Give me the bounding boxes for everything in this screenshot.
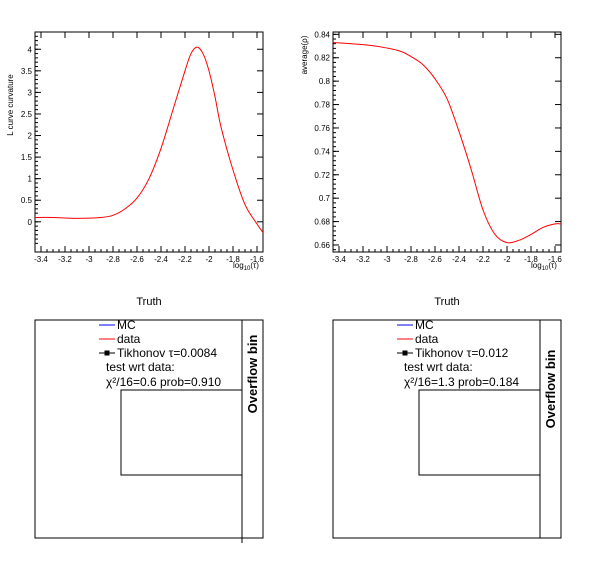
legend-right-test-label: test wrt data: — [404, 360, 473, 374]
avgrho-y-tick-label: 0.74 — [314, 147, 330, 156]
avgrho-series-line — [332, 42, 562, 244]
lcurve-x-tick-label: -1.8 — [226, 255, 240, 264]
avgrho-y-tick-label: 0.7 — [319, 194, 331, 203]
avgrho-y-label: average(ρ) — [300, 35, 309, 74]
lcurve-x-label-arg: (τ) — [250, 261, 259, 270]
truth-right-overflow-label: Overflow bin — [543, 350, 558, 429]
avgrho-y-tick-label: 0.8 — [319, 77, 331, 86]
legend-right-mc: MC — [415, 318, 434, 332]
avgrho-x-label-arg: (τ) — [548, 261, 557, 270]
avgrho-x-tick-label: -2 — [503, 255, 511, 264]
avgrho-y-tick-label: 0.68 — [314, 218, 330, 227]
truth-panel-right: Truth Overflow bin MC data Tikhonov τ=0.… — [332, 296, 562, 539]
avgrho-x-label-sub: 10 — [542, 266, 549, 272]
lcurve-x-label: log10(τ) — [233, 261, 259, 272]
lcurve-y-tick-label: 0.5 — [21, 196, 33, 205]
avgrho-x-tick-label: -1.6 — [548, 255, 562, 264]
truth-right-inner-box — [418, 389, 541, 476]
lcurve-series-line — [34, 46, 264, 233]
lcurve-frame — [34, 31, 264, 253]
lcurve-x-label-main: log — [233, 261, 244, 270]
lcurve-panel: -3.4 -3.2 -3 -2.8 -2.6 -2.4 -2.2 -2 -1.8 -1.6 0 0.… — [6, 31, 264, 272]
lcurve-y-tick-label: 3 — [28, 88, 33, 97]
avgrho-y-ticks: 0.66 0.68 0.7 0.72 0.74 0.76 0.78 0.8 0.82 0.84 — [314, 30, 561, 251]
truth-left-overflow-label: Overflow bin — [245, 335, 260, 414]
avgrho-x-label: log10(τ) — [531, 261, 557, 272]
legend-left-mc: MC — [117, 318, 136, 332]
avgrho-x-label-main: log — [531, 261, 542, 270]
avgrho-y-tick-label: 0.78 — [314, 101, 330, 110]
avgrho-panel: -3.4 -3.2 -3 -2.8 -2.6 -2.4 -2.2 -2 -1.8 -1.6 0.6… — [300, 30, 562, 272]
truth-left-inner-box — [120, 389, 243, 476]
avgrho-y-tick-label: 0.76 — [314, 124, 330, 133]
avgrho-x-tick-label: -2.2 — [476, 255, 490, 264]
legend-left-tikhonov-marker — [104, 350, 110, 356]
lcurve-x-tick-label: -2.4 — [154, 255, 168, 264]
legend-right-tikhonov-marker — [402, 350, 408, 356]
legend-left-test-label: test wrt data: — [106, 360, 175, 374]
avgrho-y-tick-label: 0.72 — [314, 171, 330, 180]
truth-right-title: Truth — [434, 296, 459, 308]
truth-panel-left: Truth Overflow bin MC data Tikhonov τ=0.… — [34, 296, 264, 543]
lcurve-x-tick-label: -3.2 — [58, 255, 72, 264]
avgrho-x-tick-label: -2.4 — [452, 255, 466, 264]
avgrho-x-tick-label: -1.8 — [524, 255, 538, 264]
lcurve-y-tick-label: 4 — [28, 45, 33, 54]
avgrho-x-tick-label: -3 — [383, 255, 391, 264]
avgrho-y-tick-label: 0.84 — [314, 30, 330, 39]
lcurve-x-tick-label: -2 — [205, 255, 213, 264]
avgrho-y-tick-label: 0.82 — [314, 54, 330, 63]
truth-left-title: Truth — [136, 296, 161, 308]
legend-right-data: data — [415, 332, 439, 346]
avgrho-x-tick-label: -3.4 — [332, 255, 346, 264]
truth-right-frame — [332, 319, 562, 539]
lcurve-x-ticks: -3.4 -3.2 -3 -2.8 -2.6 -2.4 -2.2 -2 -1.8 -1.6 — [34, 32, 264, 264]
lcurve-x-tick-label: -2.2 — [178, 255, 192, 264]
legend-right-chi2: χ²/16=1.3 prob=0.184 — [404, 375, 519, 389]
avgrho-x-tick-label: -2.8 — [404, 255, 418, 264]
truth-left-frame — [34, 319, 264, 539]
lcurve-x-tick-label: -2.6 — [130, 255, 144, 264]
lcurve-y-label: L curve curvature — [6, 74, 15, 136]
lcurve-y-tick-label: 1 — [28, 175, 33, 184]
avgrho-x-ticks: -3.4 -3.2 -3 -2.8 -2.6 -2.4 -2.2 -2 -1.8 -1.6 — [332, 32, 562, 264]
lcurve-x-tick-label: -1.6 — [250, 255, 264, 264]
lcurve-y-tick-label: 2 — [28, 132, 33, 141]
lcurve-x-tick-label: -2.8 — [106, 255, 120, 264]
lcurve-y-tick-label: 2.5 — [21, 110, 33, 119]
legend-left-tikhonov: Tikhonov τ=0.0084 — [117, 346, 217, 360]
legend-left-chi2: χ²/16=0.6 prob=0.910 — [106, 375, 221, 389]
legend-left-data: data — [117, 332, 141, 346]
lcurve-y-tick-label: 1.5 — [21, 153, 33, 162]
lcurve-x-tick-label: -3.4 — [34, 255, 48, 264]
lcurve-y-tick-label: 3.5 — [21, 67, 33, 76]
avgrho-frame — [332, 31, 562, 253]
legend-right-tikhonov: Tikhonov τ=0.012 — [415, 346, 509, 360]
lcurve-x-label-sub: 10 — [244, 266, 251, 272]
avgrho-x-tick-label: -3.2 — [356, 255, 370, 264]
lcurve-x-tick-label: -3 — [85, 255, 93, 264]
lcurve-y-ticks: 0 0.5 1 1.5 2 2.5 3 3.5 4 — [21, 31, 263, 244]
avgrho-y-tick-label: 0.66 — [314, 241, 330, 250]
avgrho-x-tick-label: -2.6 — [428, 255, 442, 264]
lcurve-y-tick-label: 0 — [28, 218, 33, 227]
